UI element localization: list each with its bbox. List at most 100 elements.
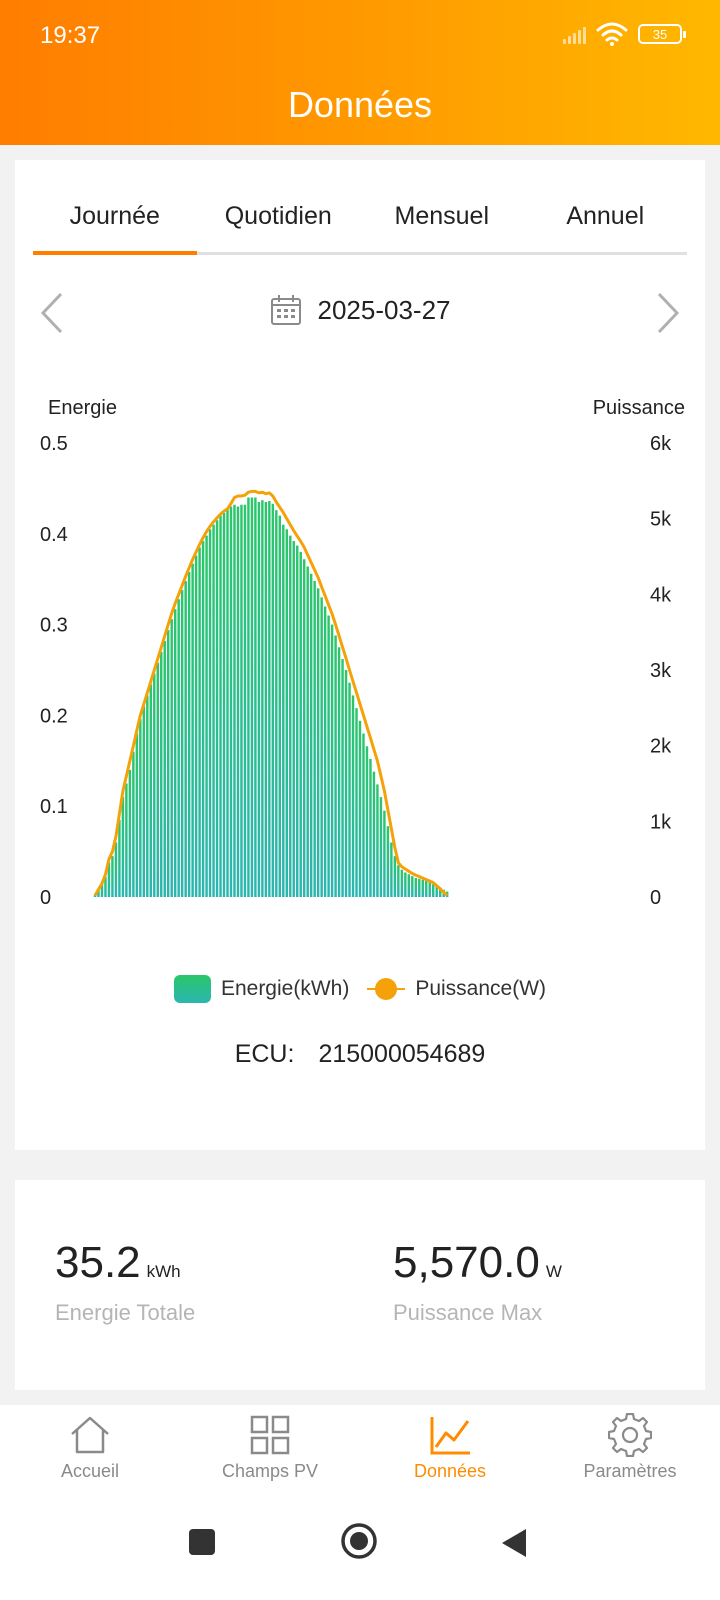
energy-bar — [187, 571, 191, 897]
energy-bar — [177, 599, 180, 897]
legend-energy-label: Energie(kWh) — [220, 977, 350, 1000]
energy-bar — [362, 733, 365, 897]
energy-bar — [313, 581, 316, 897]
y-left-tick-label: 0.2 — [40, 705, 68, 727]
energy-bar — [264, 502, 268, 897]
energy-bar — [212, 524, 215, 897]
ecu-label: ECU: — [234, 1040, 295, 1068]
y-left-tick-label: 0.4 — [40, 524, 68, 546]
energy-bar — [135, 733, 139, 897]
energy-bar — [153, 673, 156, 897]
recent-apps-button[interactable] — [188, 1528, 216, 1556]
chevron-left-icon[interactable] — [33, 290, 73, 336]
energy-bar — [365, 746, 369, 897]
energy-bar — [369, 758, 372, 897]
energy-bar — [285, 529, 288, 897]
period-tabs: Journée Quotidien Mensuel Annuel — [33, 198, 687, 255]
chart-card: Journée Quotidien Mensuel Annuel 2025-03… — [15, 160, 705, 1150]
energy-bar — [173, 609, 177, 897]
energy-bar — [289, 535, 292, 897]
energy-bar — [240, 504, 243, 897]
energy-bar — [386, 826, 390, 897]
energy-bar — [236, 506, 240, 897]
left-axis-label: Energie — [48, 397, 117, 419]
selected-date: 2025-03-27 — [317, 294, 451, 325]
energy-bar — [219, 515, 222, 897]
energy-bar — [275, 510, 278, 897]
energy-total-value: 35.2 — [55, 1238, 141, 1287]
nav-donnees-label: Données — [413, 1461, 487, 1481]
tab-annuel[interactable]: Annuel — [566, 202, 645, 230]
y-left-tick-label: 0.1 — [40, 796, 68, 818]
energy-bar — [247, 497, 250, 897]
y-right-tick-label: 3k — [650, 660, 672, 682]
energy-bar — [142, 706, 146, 897]
y-right-tick-label: 2k — [650, 736, 672, 758]
tab-journee[interactable]: Journée — [33, 198, 197, 255]
energy-bar — [309, 573, 313, 897]
back-button[interactable] — [500, 1528, 528, 1558]
energy-bar — [397, 865, 400, 897]
status-icons: 35 — [563, 22, 686, 46]
y-right-tick-label: 6k — [650, 433, 672, 455]
energy-bar — [282, 524, 285, 897]
energy-bar — [330, 624, 334, 897]
energy-total-unit: kWh — [146, 1262, 181, 1281]
energy-bar — [118, 819, 121, 897]
nav-parametres-label: Paramètres — [583, 1461, 677, 1481]
ecu-value: 215000054689 — [318, 1040, 486, 1068]
energy-bar — [243, 504, 247, 897]
energy-bar — [107, 862, 111, 897]
nav-donnees[interactable]: Données — [360, 1405, 540, 1500]
energy-bar — [337, 647, 341, 897]
legend-power-label: Puissance(W) — [415, 977, 547, 1000]
nav-accueil[interactable]: Accueil — [0, 1405, 180, 1500]
legend-energy[interactable]: Energie(kWh) — [173, 975, 350, 1003]
home-button[interactable] — [340, 1522, 378, 1560]
app-header: 19:37 35 Données — [0, 0, 720, 145]
tab-quotidien[interactable]: Quotidien — [224, 202, 332, 230]
energy-bar — [355, 708, 358, 897]
energy-bar — [121, 797, 125, 897]
energy-bar — [341, 659, 344, 897]
energy-swatch — [173, 975, 211, 1003]
energy-bar — [438, 887, 442, 897]
energy-bar — [93, 895, 97, 897]
wifi-icon — [596, 22, 628, 46]
chevron-right-icon[interactable] — [647, 290, 687, 336]
energy-bar — [97, 889, 100, 897]
y-left-tick-label: 0.5 — [40, 433, 68, 455]
signal-icon — [563, 24, 586, 44]
energy-bar — [404, 872, 407, 897]
battery-level: 35 — [652, 26, 668, 42]
tab-mensuel[interactable]: Mensuel — [394, 202, 490, 230]
energy-bar — [254, 497, 257, 897]
energy-bar — [125, 783, 128, 897]
energy-bar — [376, 784, 379, 897]
energy-bar — [170, 619, 173, 897]
date-picker[interactable]: 2025-03-27 — [15, 294, 705, 326]
energy-bar — [302, 559, 306, 897]
stat-power-max: 5,570.0 W Puissance Max — [393, 1238, 562, 1326]
energy-bar — [428, 882, 431, 897]
energy-bar — [160, 651, 163, 897]
energy-bar — [215, 520, 219, 897]
calendar-icon — [270, 295, 301, 325]
nav-parametres[interactable]: Paramètres — [540, 1405, 720, 1500]
chart-legend: Energie(kWh) Puissance(W) — [15, 975, 705, 1003]
power-max-value: 5,570.0 — [393, 1238, 540, 1287]
energy-bar — [323, 606, 327, 897]
energy-bar — [250, 497, 254, 897]
legend-power[interactable]: Puissance(W) — [367, 977, 546, 1001]
energy-bar — [407, 874, 411, 897]
nav-champs-pv[interactable]: Champs PV — [180, 1405, 360, 1500]
battery-icon: 35 — [638, 24, 686, 44]
energy-bar — [104, 877, 107, 897]
gear-icon — [608, 1413, 652, 1457]
energy-bar — [128, 769, 132, 897]
energy-power-chart: Energie Puissance 0 0.1 0.2 0.3 0.4 0.5 0 1k 2k… — [40, 397, 685, 905]
energy-bar — [114, 842, 118, 897]
energy-bar — [411, 876, 414, 897]
energy-bar — [146, 695, 149, 897]
energy-bar — [425, 880, 428, 897]
